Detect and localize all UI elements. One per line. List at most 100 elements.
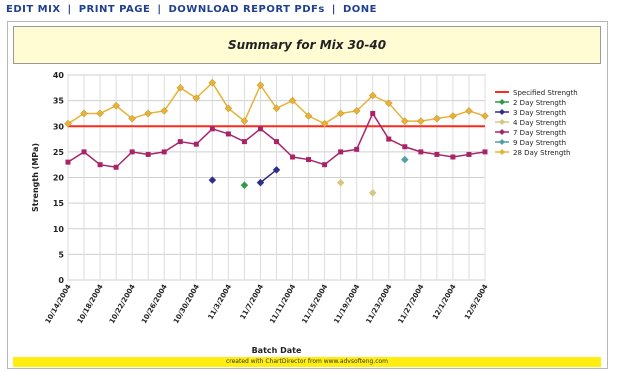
7-day-strength-point xyxy=(274,139,279,145)
legend-label-3-day-strength: 3 Day Strength xyxy=(513,109,566,117)
28-day-strength-point xyxy=(288,96,297,105)
28-day-strength-point xyxy=(256,81,265,90)
legend-label-4-day-strength: 4 Day Strength xyxy=(513,119,566,127)
28-day-strength-point xyxy=(368,91,377,100)
y-tick-label: 10 xyxy=(53,225,65,234)
7-day-strength-point xyxy=(402,144,408,150)
done-link[interactable]: DONE xyxy=(342,4,377,15)
28-day-strength-point xyxy=(224,104,233,113)
3-day-strength-point xyxy=(272,165,281,174)
28-day-strength-point xyxy=(304,112,313,120)
7-day-strength-point xyxy=(145,151,151,157)
x-tick-label: 11/19/2004 xyxy=(332,283,361,325)
28-day-strength-point xyxy=(80,109,88,118)
28-day-strength-point xyxy=(64,119,72,128)
28-day-strength-point xyxy=(433,114,441,123)
28-day-strength-point xyxy=(449,112,457,120)
3-day-strength-point xyxy=(208,176,217,184)
7-day-strength-point xyxy=(129,149,135,155)
28-day-strength-point xyxy=(400,117,409,125)
28-day-strength-point xyxy=(481,112,489,120)
legend-marker-2-day-strength xyxy=(499,99,505,105)
28-day-strength-point xyxy=(96,109,104,118)
4-day-strength-point xyxy=(368,189,377,197)
7-day-strength-point xyxy=(482,149,488,155)
x-tick-label: 10/14/2004 xyxy=(44,283,73,325)
28-day-strength-point xyxy=(465,107,473,115)
7-day-strength-point xyxy=(113,164,119,170)
chart-title: Summary for Mix 30-40 xyxy=(227,38,387,52)
legend-marker-4-day-strength xyxy=(499,119,505,125)
chart-frame: Summary for Mix 30-40 0 5 10 15 20 25 30 35 40 St… xyxy=(7,21,608,369)
7-day-strength-point xyxy=(338,149,344,155)
legend-label-2-day-strength: 2 Day Strength xyxy=(513,99,566,107)
y-tick-label: 20 xyxy=(53,174,65,183)
7-day-strength-point xyxy=(370,110,376,116)
top-navigation: EDIT MIX | PRINT PAGE | DOWNLOAD REPORT PDFs… xyxy=(6,4,614,20)
x-tick-label: 12/1/2004 xyxy=(431,283,458,321)
y-tick-label: 35 xyxy=(53,97,65,106)
4-day-strength-point xyxy=(336,178,345,187)
x-tick-label: 11/11/2004 xyxy=(268,283,297,325)
x-tick-label: 12/5/2004 xyxy=(463,283,490,321)
28-day-strength-point xyxy=(352,107,361,115)
7-day-strength-point xyxy=(65,159,71,165)
x-tick-label: 11/7/2004 xyxy=(239,283,266,321)
x-tick-label: 11/23/2004 xyxy=(365,283,394,325)
nav-separator: | xyxy=(157,4,162,15)
legend-label-9-day-strength: 9 Day Strength xyxy=(513,139,566,147)
7-day-strength-point xyxy=(97,162,103,168)
y-tick-label: 30 xyxy=(53,122,65,131)
footer-credit: created with ChartDirector from www.advs… xyxy=(225,358,389,365)
3-day-strength-line xyxy=(259,169,277,184)
7-day-strength-point xyxy=(386,136,392,142)
7-day-strength-point xyxy=(257,126,263,132)
7-day-strength-point xyxy=(450,154,456,160)
y-tick-label: 0 xyxy=(58,276,64,285)
28-day-strength-point xyxy=(320,119,329,128)
x-tick-label: 10/22/2004 xyxy=(108,283,137,325)
28-day-strength-point xyxy=(384,99,393,108)
legend-label-7-day-strength: 7 Day Strength xyxy=(513,129,566,137)
7-day-strength-point xyxy=(161,149,167,155)
7-day-strength-point xyxy=(225,131,231,137)
7-day-strength-point xyxy=(193,141,199,147)
nav-separator: | xyxy=(331,4,336,15)
28-day-strength-point xyxy=(272,104,281,113)
7-day-strength-point xyxy=(241,139,247,145)
7-day-strength-point xyxy=(177,139,183,145)
x-axis-label: Batch Date xyxy=(252,346,302,355)
28-day-strength-point xyxy=(144,109,153,118)
legend-marker-7-day-strength xyxy=(499,129,505,135)
legend-marker-3-day-strength xyxy=(499,109,505,115)
28-day-strength-point xyxy=(128,114,137,123)
7-day-strength-point xyxy=(434,151,440,157)
chart-title-bar: Summary for Mix 30-40 xyxy=(13,26,601,64)
y-axis-label: Strength (MPa) xyxy=(31,143,40,212)
x-tick-label: 10/26/2004 xyxy=(140,283,169,325)
legend-marker-9-day-strength xyxy=(499,139,505,145)
7-day-strength-point xyxy=(81,149,87,155)
28-day-strength-point xyxy=(416,117,425,125)
7-day-strength-point xyxy=(354,146,360,152)
y-tick-label: 5 xyxy=(58,250,64,259)
3-day-strength-point xyxy=(256,178,265,187)
edit-mix-link[interactable]: EDIT MIX xyxy=(6,4,61,15)
7-day-strength-point xyxy=(290,154,296,160)
legend-label-specified-strength: Specified Strength xyxy=(513,89,578,97)
7-day-strength-point xyxy=(466,151,472,157)
legend-marker-28-day-strength xyxy=(499,149,505,155)
28-day-strength-point xyxy=(112,101,120,110)
7-day-strength-point xyxy=(306,157,312,163)
28-day-strength-point xyxy=(176,83,185,92)
y-tick-label: 40 xyxy=(53,71,65,80)
7-day-strength-point xyxy=(322,162,328,168)
28-day-strength-point xyxy=(336,109,345,118)
x-tick-label: 11/27/2004 xyxy=(397,283,426,325)
x-tick-label: 10/30/2004 xyxy=(172,283,201,325)
footer-bar: created with ChartDirector from www.advs… xyxy=(13,357,601,367)
chart-svg: 0 5 10 15 20 25 30 35 40 Strength (MPa) 10/14/2004… xyxy=(31,71,578,355)
download-report-pdfs-link[interactable]: DOWNLOAD REPORT PDFs xyxy=(168,4,325,15)
print-page-link[interactable]: PRINT PAGE xyxy=(78,4,151,15)
2-day-strength-point xyxy=(240,181,249,190)
